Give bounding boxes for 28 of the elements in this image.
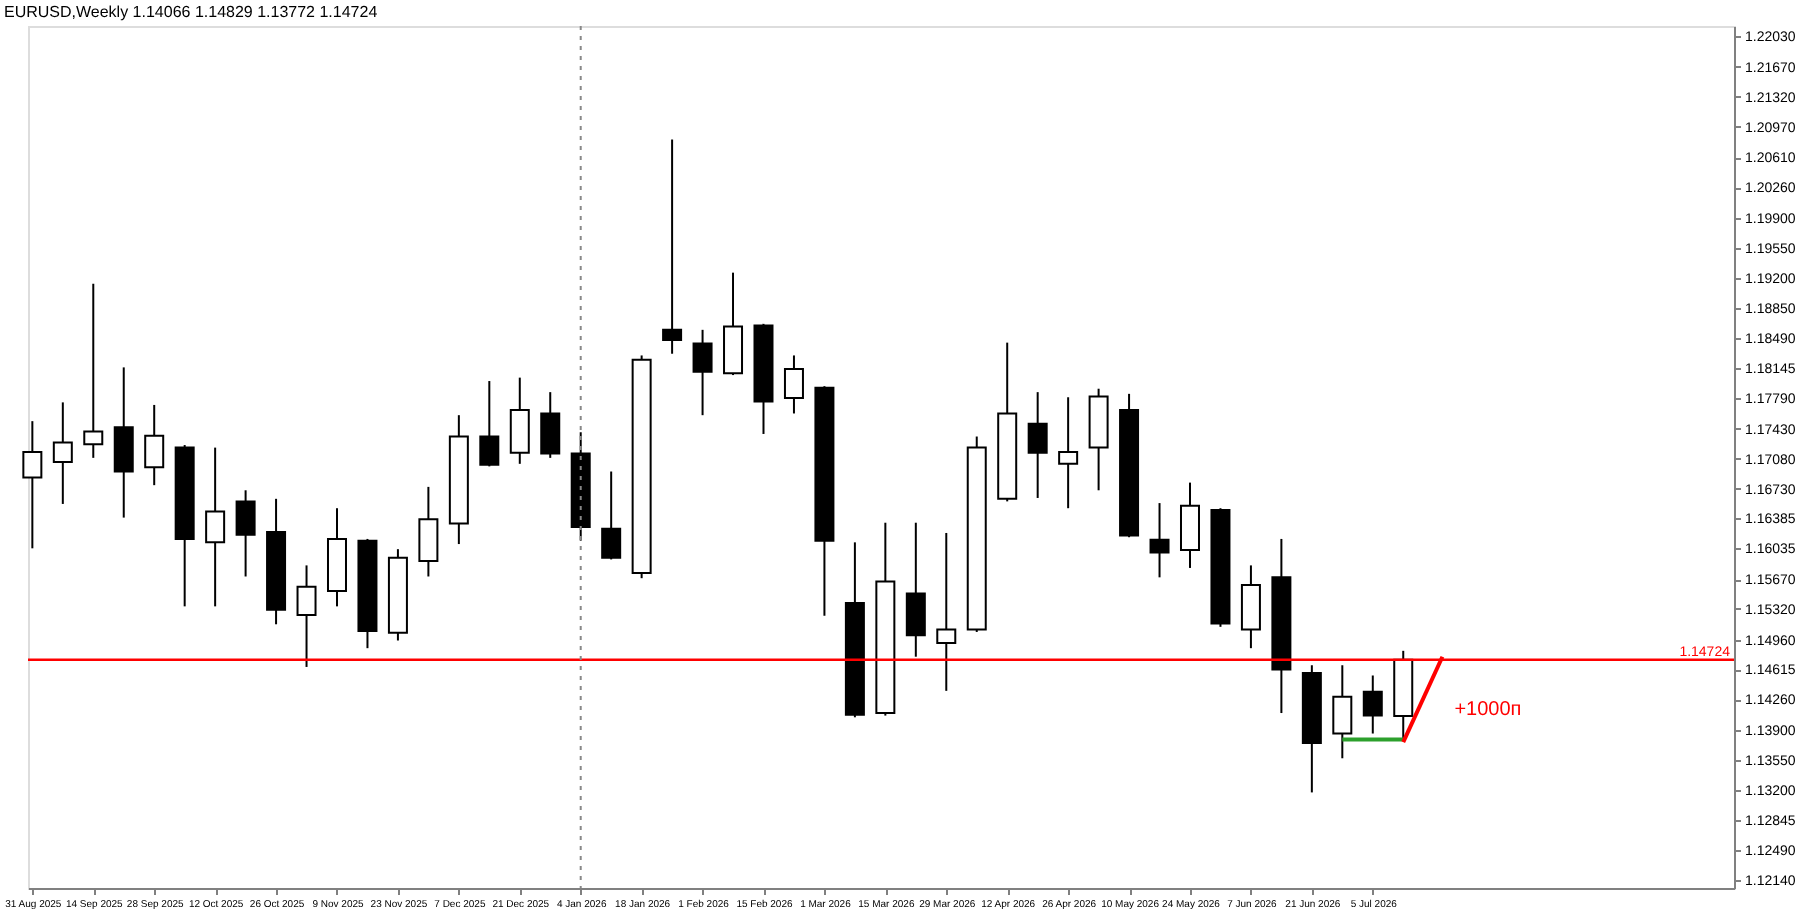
candlestick xyxy=(1179,481,1200,569)
candlestick xyxy=(296,564,317,668)
candlestick xyxy=(540,391,561,459)
candlestick xyxy=(936,531,957,692)
candlestick xyxy=(1240,564,1261,650)
annotation: +1000п xyxy=(1454,698,1522,721)
candlestick xyxy=(905,521,926,658)
candlestick xyxy=(692,328,713,417)
candlestick xyxy=(1332,664,1353,760)
candlestick xyxy=(1027,391,1048,499)
candlestick xyxy=(205,446,226,608)
candlestick xyxy=(601,470,622,561)
candlestick xyxy=(723,271,744,377)
candlestick xyxy=(783,354,804,415)
candlestick xyxy=(662,138,683,355)
candlestick xyxy=(144,403,165,487)
chart-title: EURUSD,Weekly 1.14066 1.14829 1.13772 1.14724 xyxy=(3,3,379,21)
candlestick xyxy=(1362,674,1383,735)
candlestick xyxy=(418,485,439,578)
candlestick xyxy=(1058,396,1079,510)
candlestick xyxy=(509,376,530,465)
candlestick xyxy=(1149,502,1170,579)
candlestick xyxy=(479,380,500,468)
candlestick xyxy=(113,366,134,519)
candlestick xyxy=(22,420,43,550)
candlestick xyxy=(52,401,73,505)
candlestick xyxy=(235,489,256,578)
candlestick xyxy=(83,282,104,459)
